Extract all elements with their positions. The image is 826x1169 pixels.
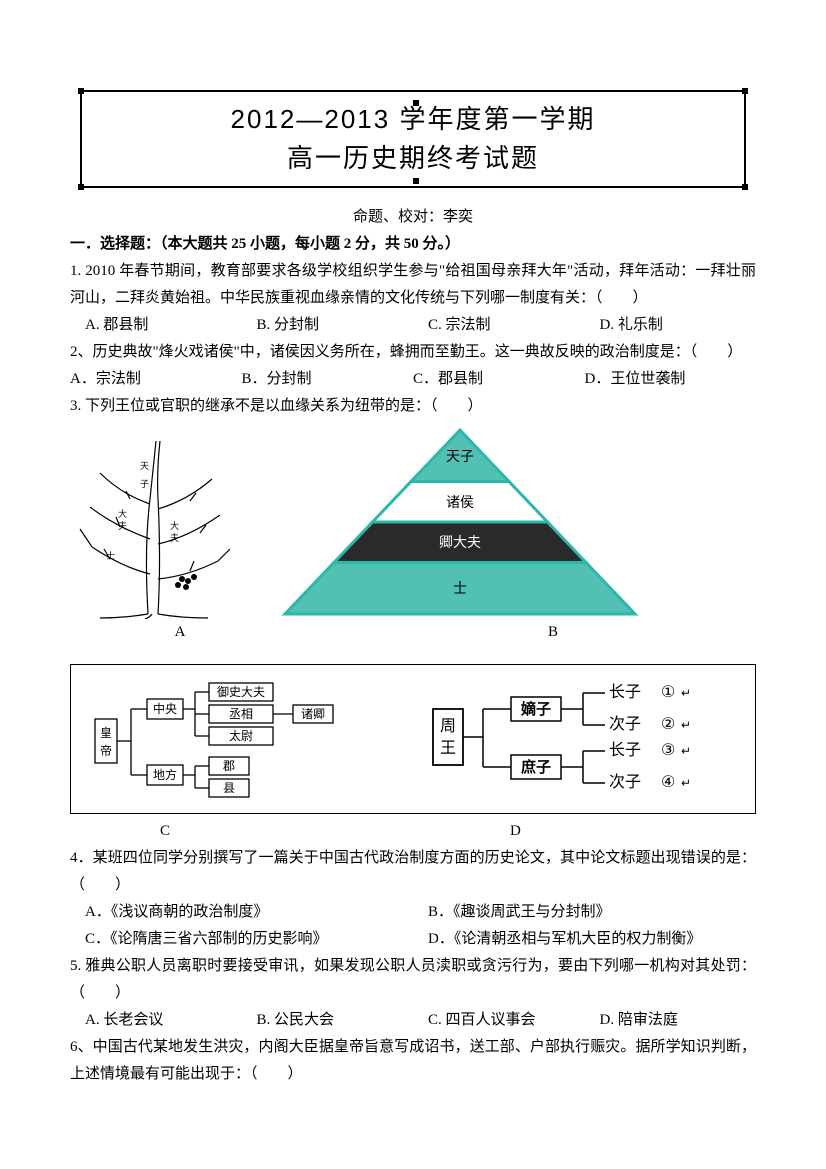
question-5-text: 5. 雅典公职人员离职时要接受审讯，如果发现公职人员渎职或贪污行为，要由下列哪一…	[70, 953, 756, 1007]
section-1-heading: 一．选择题：（本大题共 25 小题，每小题 2 分，共 50 分。）	[70, 231, 756, 258]
svg-text:诸侯: 诸侯	[446, 495, 474, 511]
q3-figures-cd-box: 皇帝 中央地方 御史大夫丞相太尉 诸卿郡县 周王 嫡子庶子 长子 ① ↵ 次子 ② ↵ 长子 ③ ↵ 次子 ④…	[70, 664, 756, 814]
svg-text:诸卿: 诸卿	[301, 707, 325, 721]
svg-text:王: 王	[440, 740, 456, 757]
question-5-options: A. 长老会议 B. 公民大会 C. 四百人议事会 D. 陪审法庭	[70, 1007, 756, 1034]
svg-text:帝: 帝	[100, 743, 112, 758]
q4-opt-c: C．《论隋唐三省六部制的历史影响》	[70, 926, 413, 953]
q3-figures-ab: 天子 大夫 士 大夫 天子诸侯卿大夫士	[70, 424, 756, 619]
svg-text:士: 士	[106, 550, 115, 561]
svg-text:次子: 次子	[609, 773, 641, 791]
svg-text:④: ④	[661, 774, 675, 791]
figure-a-tree-icon: 天子 大夫 士 大夫	[70, 429, 240, 619]
svg-text:天子: 天子	[446, 449, 474, 465]
figure-d-label: D	[370, 818, 756, 845]
question-1-text: 1. 2010 年春节期间，教育部要求各级学校组织学生参与"给祖国母亲拜大年"活…	[70, 258, 756, 312]
question-2-options: A．宗法制 B．分封制 C．郡县制 D．王位世袭制	[70, 366, 756, 393]
q2-opt-d: D．王位世袭制	[585, 366, 757, 393]
svg-text:夫: 夫	[170, 532, 179, 543]
svg-text:地方: 地方	[153, 767, 177, 782]
question-4-options: A．《浅议商朝的政治制度》 B．《趣谈周武王与分封制》 C．《论隋唐三省六部制的…	[70, 899, 756, 953]
figure-b-pyramid-icon: 天子诸侯卿大夫士	[280, 424, 640, 619]
q2-opt-c: C．郡县制	[413, 366, 585, 393]
svg-text:御史大夫: 御史大夫	[217, 684, 265, 699]
svg-text:丞相: 丞相	[229, 707, 253, 721]
svg-text:士: 士	[453, 581, 467, 597]
svg-text:②: ②	[661, 716, 675, 733]
svg-text:长子: 长子	[609, 741, 641, 759]
q4-opt-b: B．《趣谈周武王与分封制》	[413, 899, 756, 926]
svg-text:天: 天	[140, 461, 149, 471]
figure-a-label: A	[70, 619, 290, 646]
svg-text:③: ③	[661, 742, 675, 759]
q3-labels-cd: C D	[70, 818, 756, 845]
title-box: 2012—2013 学年度第一学期 高一历史期终考试题	[80, 90, 746, 188]
question-4-text: 4．某班四位同学分别撰写了一篇关于中国古代政治制度方面的历史论文，其中论文标题出…	[70, 845, 756, 899]
q2-opt-a: A．宗法制	[70, 366, 242, 393]
q1-opt-a: A. 郡县制	[70, 312, 242, 339]
svg-text:皇: 皇	[100, 726, 112, 740]
q5-opt-b: B. 公民大会	[242, 1007, 414, 1034]
svg-text:夫: 夫	[118, 520, 127, 531]
question-2-text: 2、历史典故"烽火戏诸侯"中，诸侯因义务所在，蜂拥而至勤王。这一典故反映的政治制…	[70, 339, 756, 366]
figure-c-label: C	[70, 818, 370, 845]
svg-text:庶子: 庶子	[521, 758, 551, 776]
question-6-text: 6、中国古代某地发生洪灾，内阁大臣据皇帝旨意写成诏书，送工部、户部执行赈灾。据所…	[70, 1034, 756, 1088]
svg-text:县: 县	[223, 781, 235, 795]
svg-text:↵: ↵	[681, 686, 691, 700]
svg-text:中央: 中央	[153, 701, 177, 716]
q4-opt-d: D．《论清朝丞相与军机大臣的权力制衡》	[413, 926, 756, 953]
svg-text:次子: 次子	[609, 715, 641, 733]
svg-text:太尉: 太尉	[229, 728, 253, 743]
question-1-options: A. 郡县制 B. 分封制 C. 宗法制 D. 礼乐制	[70, 312, 756, 339]
svg-text:↵: ↵	[681, 744, 691, 758]
svg-text:卿大夫: 卿大夫	[439, 535, 481, 551]
figure-b-label: B	[290, 619, 756, 646]
svg-text:大: 大	[118, 508, 127, 519]
q1-opt-d: D. 礼乐制	[585, 312, 757, 339]
title-line-2: 高一历史期终考试题	[102, 139, 724, 178]
svg-text:↵: ↵	[681, 718, 691, 732]
svg-text:大: 大	[170, 520, 179, 531]
svg-text:周: 周	[440, 718, 456, 735]
figure-d-diagram: 周王 嫡子庶子 长子 ① ↵ 次子 ② ↵ 长子 ③ ↵ 次子 ④ ↵	[429, 679, 719, 799]
q2-opt-b: B．分封制	[242, 366, 414, 393]
figure-c-diagram: 皇帝 中央地方 御史大夫丞相太尉 诸卿郡县	[89, 679, 369, 799]
svg-text:郡: 郡	[223, 759, 235, 773]
q5-opt-d: D. 陪审法庭	[585, 1007, 757, 1034]
svg-text:子: 子	[140, 479, 149, 489]
svg-text:①: ①	[661, 684, 675, 701]
q3-labels-ab: A B	[70, 619, 756, 646]
svg-text:↵: ↵	[681, 776, 691, 790]
q1-opt-c: C. 宗法制	[413, 312, 585, 339]
q5-opt-c: C. 四百人议事会	[413, 1007, 585, 1034]
q5-opt-a: A. 长老会议	[70, 1007, 242, 1034]
svg-text:长子: 长子	[609, 683, 641, 701]
author-line: 命题、校对：李奕	[70, 204, 756, 231]
q1-opt-b: B. 分封制	[242, 312, 414, 339]
svg-text:嫡子: 嫡子	[521, 700, 551, 718]
title-line-1: 2012—2013 学年度第一学期	[102, 100, 724, 139]
question-3-text: 3. 下列王位或官职的继承不是以血缘关系为纽带的是：（ ）	[70, 393, 756, 420]
q4-opt-a: A．《浅议商朝的政治制度》	[70, 899, 413, 926]
